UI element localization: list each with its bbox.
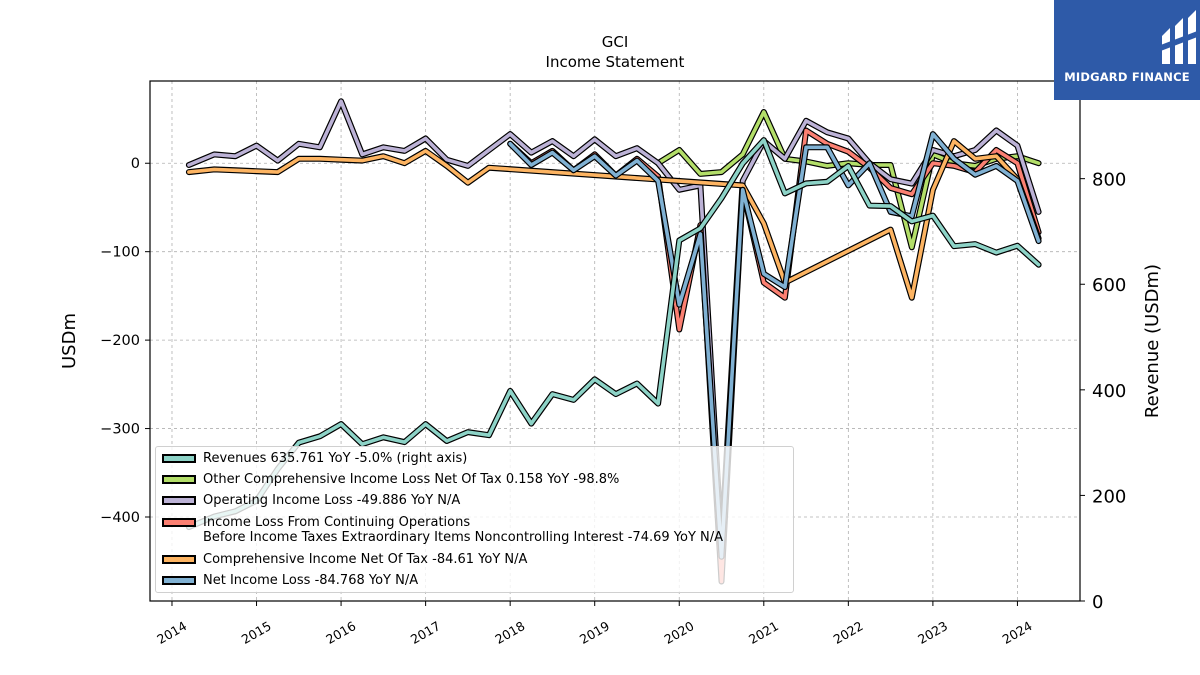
x-tick-label: 2014 — [154, 618, 189, 647]
x-tick-label: 2018 — [492, 618, 527, 647]
legend-label: Comprehensive Income Net Of Tax -84.61 Y… — [203, 552, 528, 567]
series-line — [187, 99, 1041, 546]
right-axis-series — [185, 137, 1042, 531]
y-tick-label-right: 800 — [1092, 170, 1126, 191]
x-tick-label: 2021 — [746, 618, 781, 647]
legend-item-revenues: Revenues 635.761 YoY -5.0% (right axis) — [162, 451, 467, 466]
y-tick-label-right: 600 — [1092, 275, 1126, 296]
right-axis: 800 600 400 200 0 — [1080, 170, 1126, 613]
legend-item-other-comprehensive-income: Other Comprehensive Income Loss Net Of T… — [162, 472, 619, 487]
legend-swatch — [162, 496, 196, 505]
y-tick-label-right: 0 — [1092, 592, 1103, 613]
logo-mark-icon — [1158, 10, 1200, 64]
midgard-finance-logo: MIDGARD FINANCE — [1054, 0, 1200, 100]
x-tick-label: 2020 — [661, 618, 696, 647]
legend-item-comprehensive-income: Comprehensive Income Net Of Tax -84.61 Y… — [162, 552, 527, 567]
legend-label: Revenues 635.761 YoY -5.0% (right axis) — [203, 451, 468, 466]
legend-item-operating-income: Operating Income Loss -49.886 YoY N/A — [162, 493, 460, 508]
logo-text: MIDGARD FINANCE — [1064, 70, 1190, 84]
legend-label: Income Loss From Continuing Operations B… — [203, 515, 724, 545]
legend-swatch — [162, 475, 196, 484]
legend-label: Operating Income Loss -49.886 YoY N/A — [203, 493, 461, 508]
legend-item-continuing-operations: Income Loss From Continuing Operations B… — [162, 515, 723, 545]
chart-legend: Revenues 635.761 YoY -5.0% (right axis) … — [155, 446, 794, 593]
x-axis: 2014 2015 2016 2017 2018 2019 2020 2021 2022 2023… — [154, 601, 1035, 647]
legend-swatch — [162, 555, 196, 564]
left-axis: 0 −100 −200 −300 −400 — [100, 156, 150, 526]
legend-swatch — [162, 518, 196, 527]
y-tick-label-left: −300 — [100, 422, 140, 438]
chart-subtitle: Income Statement — [546, 53, 685, 71]
chart-title: GCI — [602, 33, 629, 51]
y-axis-label-right: Revenue (USDm) — [1142, 264, 1163, 418]
y-tick-label-left: 0 — [131, 156, 140, 172]
y-tick-label-left: −200 — [100, 333, 140, 349]
x-tick-label: 2016 — [323, 618, 358, 647]
series-line — [187, 139, 1041, 300]
x-tick-label: 2017 — [408, 618, 443, 647]
x-tick-label: 2022 — [831, 618, 866, 647]
y-tick-label-left: −400 — [100, 510, 140, 526]
y-tick-label-right: 200 — [1092, 486, 1126, 507]
legend-swatch — [162, 576, 196, 585]
legend-label: Net Income Loss -84.768 YoY N/A — [203, 573, 419, 588]
x-tick-label: 2015 — [239, 618, 274, 647]
legend-swatch — [162, 454, 196, 463]
x-tick-label: 2023 — [915, 618, 950, 647]
y-tick-label-right: 400 — [1092, 381, 1126, 402]
series-line — [508, 132, 1041, 559]
y-axis-label-left: USDm — [59, 313, 80, 369]
x-tick-label: 2019 — [577, 618, 612, 647]
y-tick-label-left: −100 — [100, 245, 140, 261]
series-line — [187, 138, 1041, 529]
x-tick-label: 2024 — [1000, 618, 1035, 647]
legend-item-net-income: Net Income Loss -84.768 YoY N/A — [162, 573, 418, 588]
plot-frame — [149, 80, 1081, 602]
legend-label: Other Comprehensive Income Loss Net Of T… — [203, 472, 620, 487]
